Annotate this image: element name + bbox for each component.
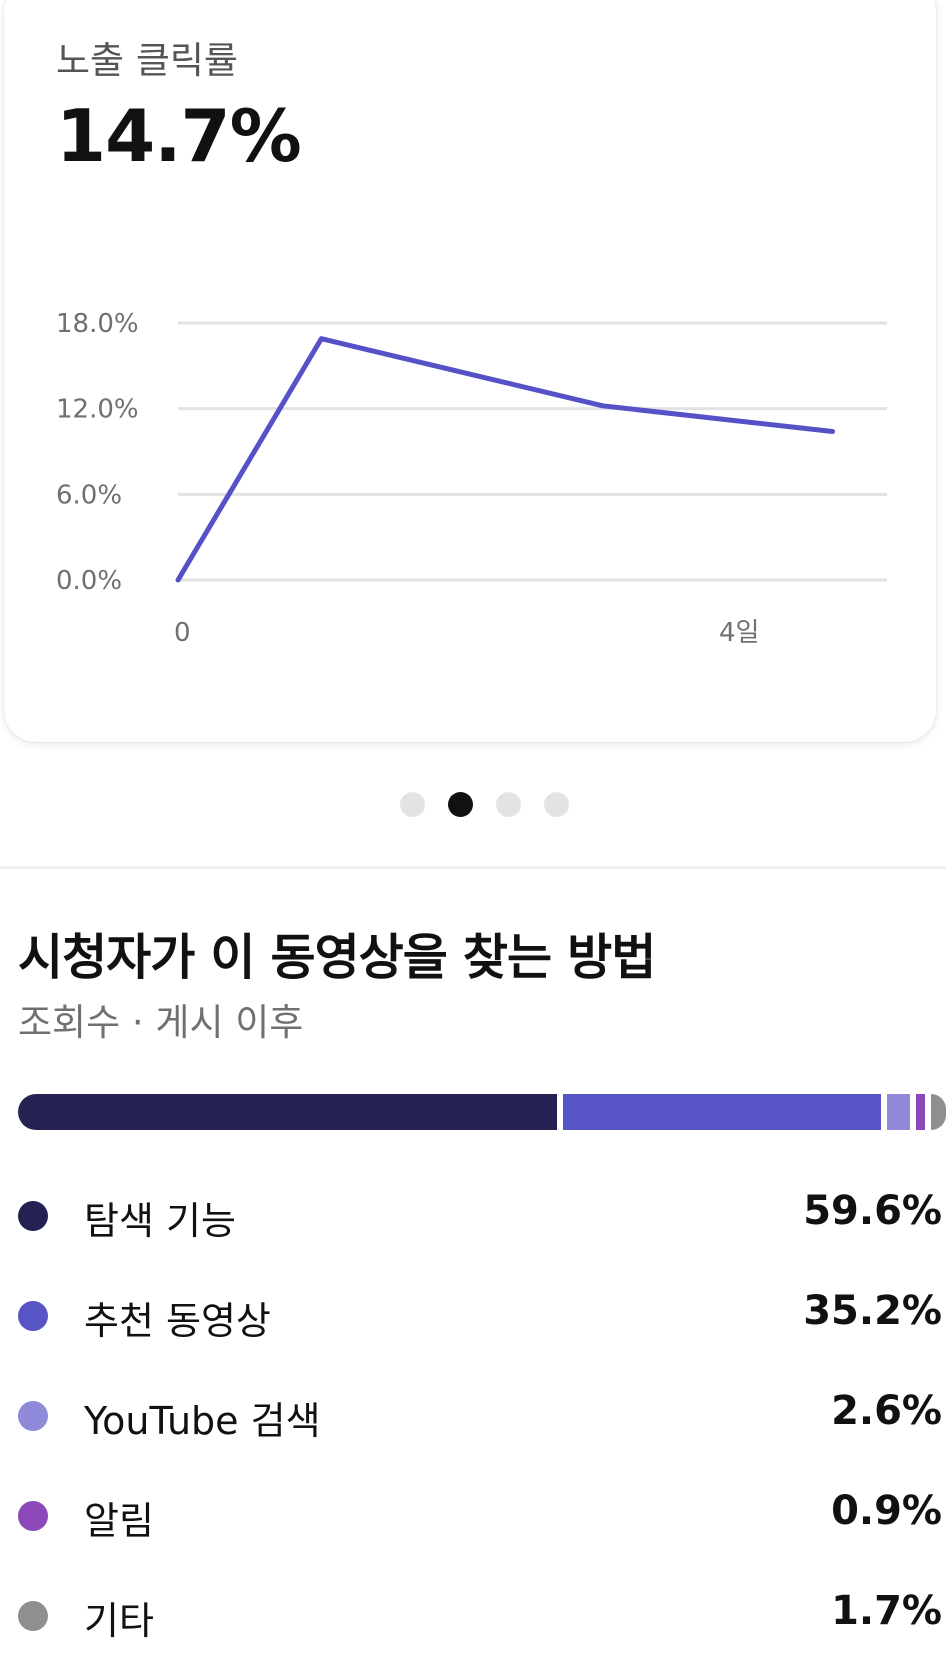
- page-dot-4[interactable]: [544, 792, 569, 817]
- legend-value: 59.6%: [803, 1188, 942, 1234]
- y-tick-label: 18.0%: [56, 309, 139, 339]
- y-tick-label: 0.0%: [56, 566, 122, 596]
- x-tick-label: 4일: [719, 618, 759, 648]
- bar-segment: [886, 1094, 911, 1130]
- metric-title: 노출 클릭률: [56, 39, 238, 82]
- legend-label: YouTube 검색: [84, 1399, 321, 1443]
- legend-value: 0.9%: [831, 1488, 942, 1534]
- traffic-stacked-bar: [18, 1094, 946, 1130]
- legend-label: 탐색 기능: [84, 1199, 236, 1243]
- section-divider: [0, 866, 946, 869]
- legend-value: 2.6%: [831, 1388, 942, 1434]
- legend-item-browse[interactable]: 탐색 기능 59.6%: [0, 1186, 946, 1246]
- page-dot-3[interactable]: [496, 792, 521, 817]
- legend-item-youtube-search[interactable]: YouTube 검색 2.6%: [0, 1386, 946, 1446]
- bar-segment: [930, 1094, 946, 1130]
- legend-dot: [18, 1301, 48, 1331]
- bar-segment: [18, 1094, 557, 1130]
- x-tick-label: 0: [174, 618, 191, 648]
- legend-label: 추천 동영상: [84, 1299, 271, 1343]
- ctr-card[interactable]: 노출 클릭률 14.7% 18.0% 12.0% 6.0% 0.0% 0 4일: [4, 0, 936, 742]
- legend-item-other[interactable]: 기타 1.7%: [0, 1586, 946, 1646]
- bar-segment: [916, 1094, 925, 1130]
- bar-segment: [562, 1094, 881, 1130]
- legend-dot: [18, 1201, 48, 1231]
- y-tick-label: 12.0%: [56, 395, 139, 425]
- legend-dot: [18, 1401, 48, 1431]
- ctr-series-line: [175, 336, 836, 583]
- legend-dot: [18, 1601, 48, 1631]
- legend-dot: [18, 1501, 48, 1531]
- legend-label: 알림: [84, 1499, 154, 1543]
- traffic-section-subtitle: 조회수 · 게시 이후: [18, 1001, 304, 1044]
- traffic-section-title: 시청자가 이 동영상을 찾는 방법: [18, 929, 656, 986]
- legend-item-suggested[interactable]: 추천 동영상 35.2%: [0, 1286, 946, 1346]
- page-dot-1[interactable]: [400, 792, 425, 817]
- ctr-line-chart: 18.0% 12.0% 6.0% 0.0% 0 4일: [56, 309, 887, 648]
- legend-value: 35.2%: [803, 1288, 942, 1334]
- metric-value: 14.7%: [56, 94, 302, 178]
- legend-value: 1.7%: [831, 1588, 942, 1634]
- legend-item-notifications[interactable]: 알림 0.9%: [0, 1486, 946, 1546]
- legend-label: 기타: [84, 1599, 154, 1643]
- page-dot-2[interactable]: [448, 792, 473, 817]
- y-tick-label: 6.0%: [56, 480, 122, 510]
- carousel-pagination: [0, 792, 946, 822]
